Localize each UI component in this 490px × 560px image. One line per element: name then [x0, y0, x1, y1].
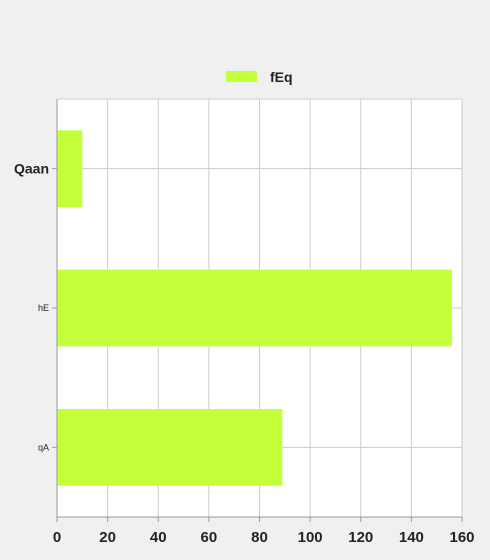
category-label: Qaan [14, 161, 49, 177]
legend-label: fEq [270, 69, 293, 85]
x-tick-label: 80 [251, 529, 268, 546]
bar-qA [57, 409, 283, 486]
x-axis-ticks: 0 20 40 60 80 100 120 140 160 [53, 517, 475, 546]
legend-swatch [226, 71, 257, 82]
x-tick-label: 140 [399, 529, 424, 546]
x-tick-label: 20 [99, 529, 116, 546]
bar-hE [57, 269, 452, 347]
x-tick-label: 0 [53, 529, 61, 546]
legend: fEq [226, 69, 293, 85]
x-tick-label: 100 [298, 529, 323, 546]
x-tick-label: 40 [150, 529, 167, 546]
category-label: qA [38, 442, 49, 452]
category-label: hE [38, 303, 49, 313]
bars [57, 130, 452, 486]
bar-Qaan [57, 130, 83, 207]
x-tick-label: 120 [348, 529, 373, 546]
x-tick-label: 160 [449, 529, 474, 546]
y-axis-categories: Qaan hE qA [14, 161, 57, 452]
x-tick-label: 60 [201, 529, 218, 546]
